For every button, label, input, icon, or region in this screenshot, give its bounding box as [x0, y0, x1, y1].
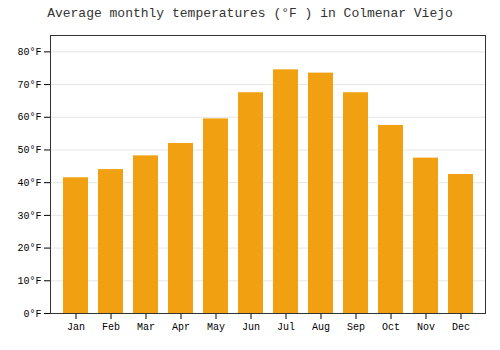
- svg-text:Mar: Mar: [137, 322, 155, 333]
- svg-text:20°F: 20°F: [17, 243, 41, 254]
- svg-text:Oct: Oct: [382, 322, 400, 333]
- svg-text:Sep: Sep: [347, 322, 365, 333]
- svg-text:60°F: 60°F: [17, 112, 41, 123]
- svg-text:Feb: Feb: [102, 322, 120, 333]
- svg-text:May: May: [207, 322, 225, 333]
- svg-text:30°F: 30°F: [17, 211, 41, 222]
- svg-text:10°F: 10°F: [17, 276, 41, 287]
- svg-text:Jul: Jul: [277, 322, 295, 333]
- html-text:Average monthly temperatures (: Average monthly temperatures (°F ) in Co…: [47, 6, 453, 21]
- svg-text:70°F: 70°F: [17, 80, 41, 91]
- svg-text:80°F: 80°F: [17, 47, 41, 58]
- svg-text:Apr: Apr: [172, 322, 190, 333]
- svg-text:Nov: Nov: [417, 322, 435, 333]
- svg-text:0°F: 0°F: [23, 309, 41, 320]
- svg-text:Jan: Jan: [67, 322, 85, 333]
- svg-text:Jun: Jun: [242, 322, 260, 333]
- svg-text:50°F: 50°F: [17, 145, 41, 156]
- svg-text:Aug: Aug: [312, 322, 330, 333]
- svg-text:Dec: Dec: [452, 322, 470, 333]
- svg-text:40°F: 40°F: [17, 178, 41, 189]
